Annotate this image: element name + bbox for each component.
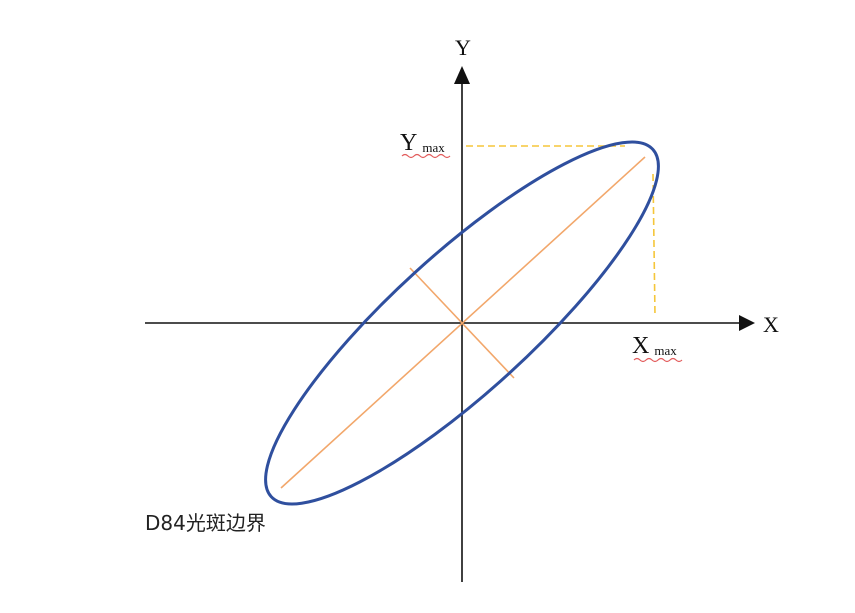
x-max-label: X max <box>632 333 677 359</box>
x-max-main-text: X <box>632 333 649 359</box>
x-axis-arrow <box>739 315 755 331</box>
y-max-label: Y max <box>400 130 445 156</box>
y-max-main-text: Y <box>400 130 417 156</box>
major-axis-line <box>280 156 646 489</box>
x-max-guide-line <box>652 173 656 317</box>
y-max-subscript-text: max <box>422 140 445 155</box>
d84-spot-boundary-label: D84光斑边界 <box>145 511 266 535</box>
y-axis-label: Y <box>455 35 471 60</box>
y-axis-arrow <box>454 66 470 84</box>
x-max-wavy-underline <box>633 357 683 363</box>
minor-axis-line <box>409 267 515 379</box>
x-axis-label: X <box>763 312 779 337</box>
y-max-wavy-underline <box>401 153 451 159</box>
d84-spot-boundary-ellipse <box>264 140 660 506</box>
x-max-subscript-text: max <box>654 343 677 358</box>
